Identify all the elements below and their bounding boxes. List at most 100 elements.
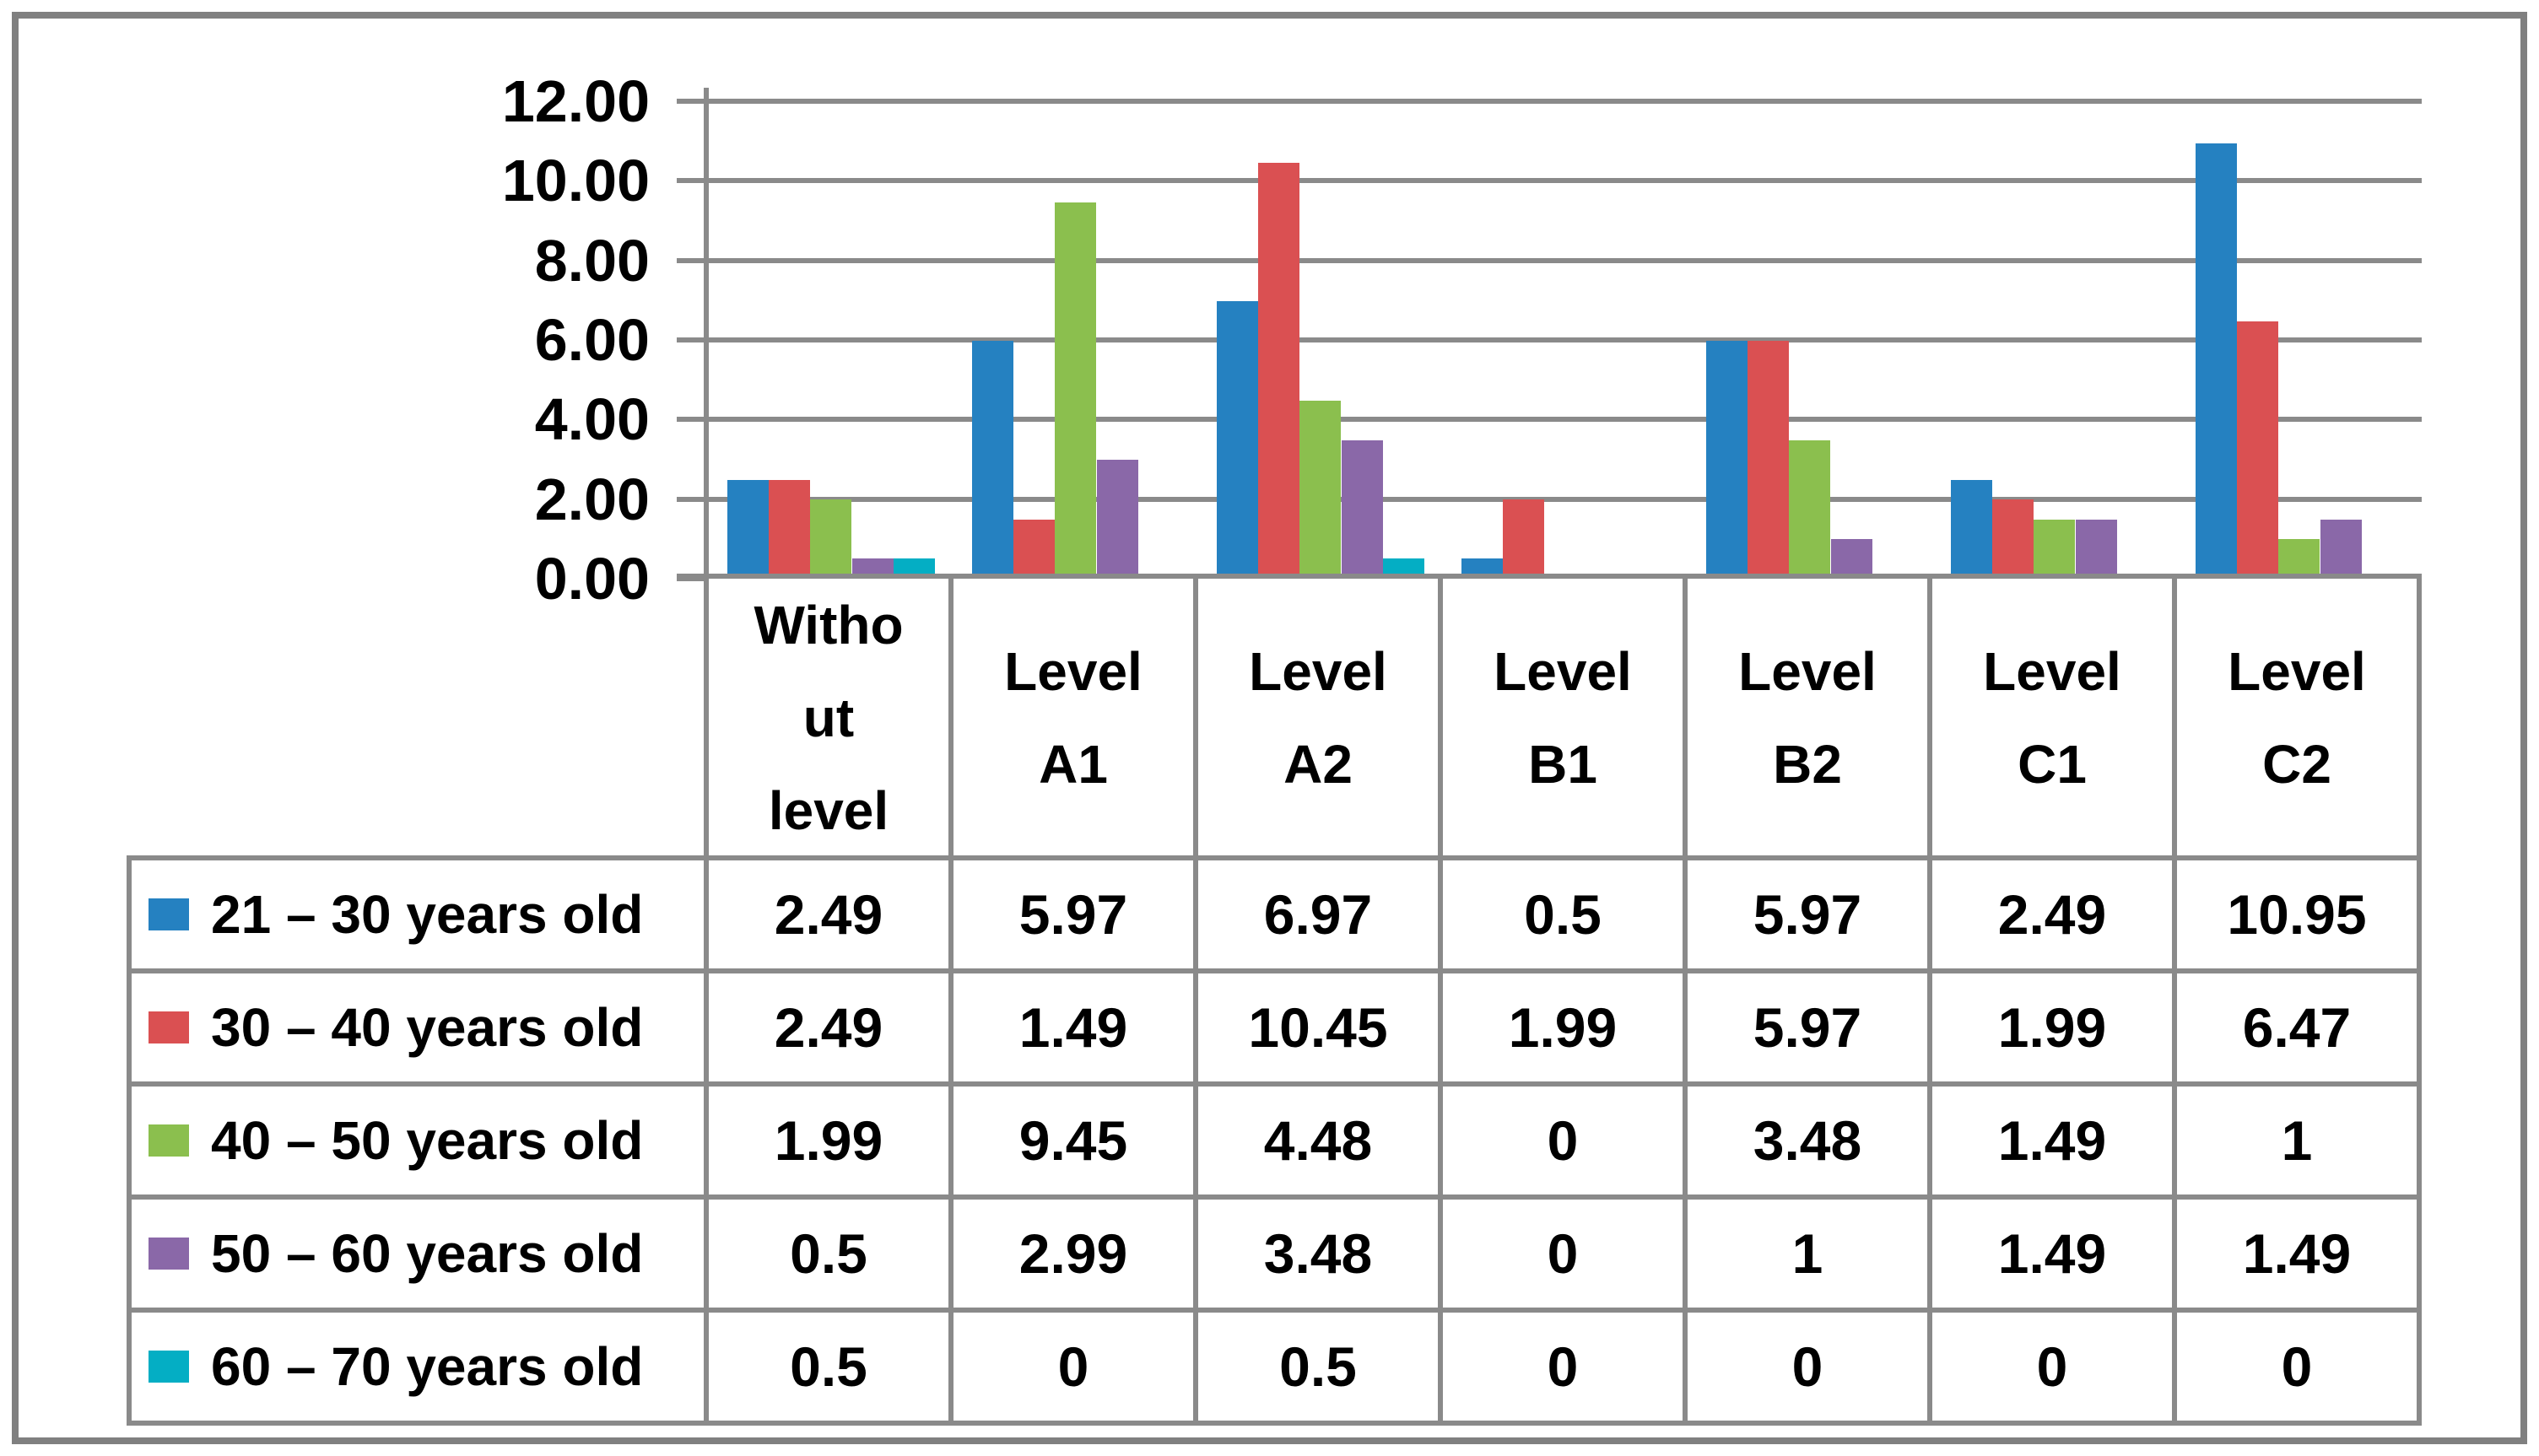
legend-cell: 40 – 50 years old	[132, 1087, 709, 1200]
value-cell: 5.97	[1688, 860, 1932, 973]
column-header-cell: Level B2	[1688, 579, 1932, 858]
bar	[1217, 301, 1258, 579]
bar	[1951, 480, 1992, 579]
bar	[2237, 321, 2278, 579]
column-header-cell: Level A1	[953, 579, 1198, 858]
legend-series-label: 21 – 30 years old	[211, 884, 644, 945]
y-axis-tick	[677, 417, 714, 422]
column-header-cell: Level B1	[1443, 579, 1688, 858]
value-cell: 0	[1443, 1200, 1688, 1313]
bar	[2196, 143, 2237, 579]
value-cell: 5.97	[1688, 973, 1932, 1087]
y-axis-tick-label: 10.00	[501, 148, 650, 213]
legend-color-swatch	[149, 898, 189, 930]
column-header-cell: Witho ut level	[709, 579, 953, 858]
bar	[2320, 520, 2362, 579]
value-cell: 1.49	[2177, 1200, 2422, 1313]
column-header-label: Level A1	[1004, 641, 1143, 795]
x-axis-line	[677, 574, 2422, 579]
column-header-label: Level A2	[1249, 641, 1387, 795]
y-axis-tick	[677, 178, 714, 183]
bar	[972, 341, 1013, 579]
value-cell: 0	[1688, 1313, 1932, 1426]
bar	[1055, 202, 1096, 579]
value-cell: 2.49	[709, 860, 953, 973]
legend-series-label: 30 – 40 years old	[211, 997, 644, 1058]
value-cell: 1.99	[1932, 973, 2177, 1087]
bar	[810, 499, 851, 579]
value-cell: 1.49	[1932, 1087, 2177, 1200]
legend-color-swatch	[149, 1238, 189, 1270]
column-header-cell: Level A2	[1198, 579, 1443, 858]
legend-color-swatch	[149, 1011, 189, 1043]
y-axis-tick	[677, 258, 714, 263]
value-cell: 0	[2177, 1313, 2422, 1426]
y-axis-tick	[677, 497, 714, 502]
y-axis-tick	[677, 99, 714, 104]
bar	[1992, 499, 2034, 579]
value-cell: 0.5	[709, 1313, 953, 1426]
value-cell: 10.95	[2177, 860, 2422, 973]
value-cell: 0.5	[709, 1200, 953, 1313]
value-cell: 4.48	[1198, 1087, 1443, 1200]
gridline	[709, 497, 2422, 502]
bar	[1342, 440, 1383, 579]
y-axis-tick-label: 4.00	[534, 386, 650, 452]
bar	[1748, 341, 1789, 579]
gridline	[709, 99, 2422, 104]
column-header-label: Level C1	[1983, 641, 2121, 795]
column-header-label: Level B1	[1494, 641, 1632, 795]
category-header-row: Witho ut level Level A1 Level A2 Level B1 Le…	[704, 579, 2422, 858]
bar	[1097, 460, 1138, 579]
value-cell: 1.99	[1443, 973, 1688, 1087]
y-axis-line	[704, 88, 709, 579]
value-cell: 2.99	[953, 1200, 1198, 1313]
value-cell: 0	[1443, 1313, 1688, 1426]
value-cell: 0	[953, 1313, 1198, 1426]
legend-series-label: 50 – 60 years old	[211, 1223, 644, 1284]
value-cell: 10.45	[1198, 973, 1443, 1087]
gridline	[709, 258, 2422, 263]
y-axis-tick	[677, 337, 714, 342]
bar	[2034, 520, 2075, 579]
value-cell: 0.5	[1198, 1313, 1443, 1426]
legend-series-label: 60 – 70 years old	[211, 1336, 644, 1397]
bar	[2076, 520, 2117, 579]
bar	[1831, 539, 1872, 579]
value-cell: 5.97	[953, 860, 1198, 973]
y-axis-tick	[677, 576, 714, 581]
value-cell: 1	[1688, 1200, 1932, 1313]
column-header-cell: Level C1	[1932, 579, 2177, 858]
y-axis-tick-label: 2.00	[534, 466, 650, 532]
y-axis-tick-label: 12.00	[501, 68, 650, 134]
value-cell: 0	[1443, 1087, 1688, 1200]
value-cell: 2.49	[1932, 860, 2177, 973]
chart-data-table: 21 – 30 years old 2.49 5.97 6.97 0.5 5.97 2.49…	[127, 855, 2422, 1426]
legend-cell: 30 – 40 years old	[132, 973, 709, 1087]
value-cell: 0	[1932, 1313, 2177, 1426]
bar	[1706, 341, 1748, 579]
legend-color-swatch	[149, 1351, 189, 1383]
bar	[769, 480, 810, 579]
gridline	[709, 337, 2422, 342]
value-cell: 1	[2177, 1087, 2422, 1200]
legend-cell: 21 – 30 years old	[132, 860, 709, 973]
value-cell: 2.49	[709, 973, 953, 1087]
gridline	[709, 178, 2422, 183]
value-cell: 1.49	[953, 973, 1198, 1087]
value-cell: 6.97	[1198, 860, 1443, 973]
bar	[1299, 401, 1341, 579]
bar	[1258, 163, 1299, 579]
bar	[1013, 520, 1055, 579]
column-header-label: Level B2	[1738, 641, 1877, 795]
value-cell: 9.45	[953, 1087, 1198, 1200]
value-cell: 1.49	[1932, 1200, 2177, 1313]
y-axis-tick-label: 6.00	[534, 307, 650, 373]
legend-cell: 50 – 60 years old	[132, 1200, 709, 1313]
value-cell: 0.5	[1443, 860, 1688, 973]
column-header-cell: Level C2	[2177, 579, 2422, 858]
value-cell: 3.48	[1198, 1200, 1443, 1313]
bar	[1503, 499, 1544, 579]
column-header-label: Level C2	[2228, 641, 2366, 795]
value-cell: 3.48	[1688, 1087, 1932, 1200]
